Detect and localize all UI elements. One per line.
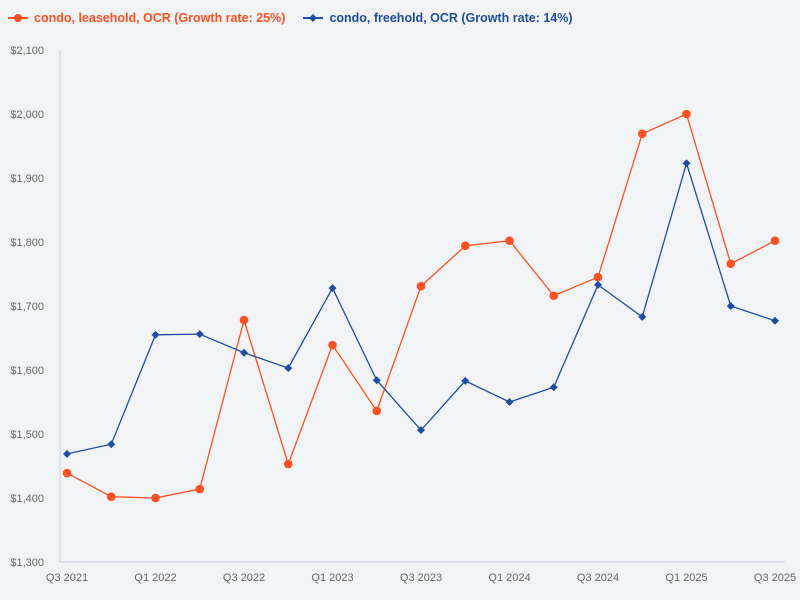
data-point-circle[interactable]: [283, 459, 293, 469]
data-point-circle[interactable]: [637, 129, 647, 139]
y-tick-label: $1,800: [10, 237, 44, 249]
data-point-diamond[interactable]: [726, 302, 735, 310]
x-tick-label: Q1 2025: [665, 572, 707, 584]
data-point-circle[interactable]: [505, 236, 514, 246]
data-point-circle[interactable]: [372, 406, 382, 416]
series-freehold: [63, 159, 779, 458]
y-axis: $1,300 $1,400 $1,500 $1,600 $1,700 $1,800 $1,9…: [10, 45, 61, 569]
data-point-circle[interactable]: [460, 241, 470, 251]
y-tick-label: $1,900: [10, 173, 44, 185]
data-point-circle[interactable]: [549, 291, 559, 301]
x-tick-label: Q1 2023: [311, 572, 353, 584]
data-point-circle[interactable]: [416, 281, 426, 291]
data-point-diamond[interactable]: [328, 284, 337, 293]
data-point-diamond[interactable]: [505, 398, 514, 406]
x-tick-label: Q3 2021: [46, 572, 88, 584]
data-point-circle[interactable]: [328, 340, 337, 350]
x-tick-label: Q3 2025: [754, 572, 796, 584]
data-point-diamond[interactable]: [284, 364, 293, 373]
data-point-diamond[interactable]: [417, 426, 425, 435]
data-point-diamond[interactable]: [151, 330, 160, 339]
data-point-circle[interactable]: [195, 484, 205, 494]
data-point-circle[interactable]: [770, 236, 780, 246]
data-point-circle[interactable]: [593, 272, 603, 282]
legend-item-freehold[interactable]: condo, freehold, OCR (Growth rate: 14%): [303, 11, 573, 25]
y-tick-label: $1,700: [10, 301, 44, 313]
data-point-diamond[interactable]: [195, 330, 204, 339]
x-tick-label: Q3 2023: [400, 572, 442, 584]
data-point-circle[interactable]: [726, 259, 736, 269]
data-point-circle[interactable]: [62, 468, 72, 478]
y-tick-label: $2,000: [10, 109, 44, 121]
x-tick-label: Q3 2022: [223, 572, 265, 584]
legend-label-freehold: condo, freehold, OCR (Growth rate: 14%): [329, 11, 573, 25]
y-tick-label: $1,400: [10, 493, 44, 505]
data-point-diamond[interactable]: [240, 348, 248, 357]
data-point-diamond[interactable]: [638, 312, 647, 321]
data-point-circle[interactable]: [106, 492, 116, 502]
x-tick-label: Q1 2022: [134, 572, 176, 584]
circle-marker-icon: [8, 14, 28, 22]
x-tick-label: Q1 2024: [488, 572, 530, 584]
series-layer: [62, 109, 780, 503]
data-point-diamond[interactable]: [63, 449, 71, 458]
y-tick-label: $2,100: [10, 45, 44, 57]
series-leasehold: [62, 109, 780, 503]
x-tick-label: Q3 2024: [577, 572, 619, 584]
legend: condo, leasehold, OCR (Growth rate: 25%)…: [8, 8, 573, 28]
y-tick-label: $1,500: [10, 429, 44, 441]
diamond-marker-icon: [303, 14, 324, 22]
y-tick-label: $1,300: [10, 557, 44, 569]
data-point-circle[interactable]: [682, 109, 691, 119]
data-point-circle[interactable]: [151, 493, 160, 503]
data-point-diamond[interactable]: [461, 376, 470, 385]
x-axis: Q3 2021 Q1 2022 Q3 2022 Q1 2023 Q3 2023 Q1 20…: [46, 561, 796, 584]
data-point-diamond[interactable]: [771, 316, 779, 325]
y-tick-label: $1,600: [10, 365, 44, 377]
data-point-circle[interactable]: [239, 315, 249, 325]
legend-label-leasehold: condo, leasehold, OCR (Growth rate: 25%): [34, 11, 286, 25]
data-point-diamond[interactable]: [682, 159, 691, 168]
data-point-diamond[interactable]: [594, 280, 602, 289]
data-point-diamond[interactable]: [549, 383, 558, 392]
data-point-diamond[interactable]: [372, 376, 381, 385]
data-point-diamond[interactable]: [107, 440, 116, 449]
legend-item-leasehold[interactable]: condo, leasehold, OCR (Growth rate: 25%): [8, 11, 285, 25]
